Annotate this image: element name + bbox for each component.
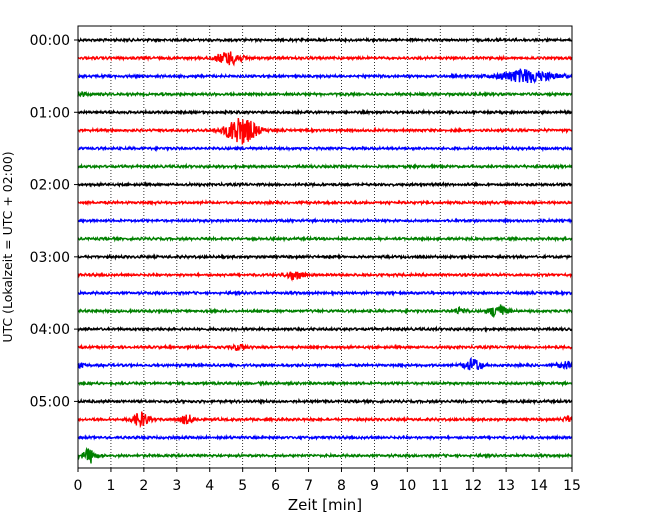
x-tick-label-8: 8 [337,478,346,494]
y-tick-label-03:00: 03:00 [30,250,70,266]
trace-18 [77,356,573,371]
x-tick-label-7: 7 [304,478,313,494]
trace-2 [77,68,573,85]
y-tick-label-05:00: 05:00 [30,394,70,410]
trace-10 [77,216,573,225]
trace-8 [77,180,573,189]
trace-13 [77,271,573,282]
trace-20 [77,397,573,406]
x-tick-label-4: 4 [205,478,214,494]
x-tick-label-6: 6 [271,478,280,494]
x-tick-label-3: 3 [172,478,181,494]
trace-14 [77,289,573,297]
trace-17 [77,343,573,352]
y-tick-label-00:00: 00:00 [30,33,70,49]
x-tick-label-9: 9 [370,478,379,494]
trace-9 [77,198,573,207]
trace-5 [77,117,573,145]
y-tick-label-04:00: 04:00 [30,322,70,338]
plot-frame [77,25,573,469]
trace-16 [77,325,573,333]
trace-23 [77,446,573,464]
y-axis-label: UTC (Lokalzeit = UTC + 02:00) [0,151,15,342]
x-tick-label-10: 10 [398,478,416,494]
trace-4 [77,108,573,116]
y-tick-label-02:00: 02:00 [30,178,70,194]
x-tick-label-1: 1 [106,478,115,494]
trace-22 [77,433,573,442]
trace-11 [77,235,573,243]
trace-19 [77,379,573,388]
trace-7 [77,162,573,171]
seismic-traces [77,36,573,464]
trace-0 [77,36,573,44]
plot-area [78,26,572,468]
trace-1 [77,51,573,67]
y-tick-label-01:00: 01:00 [30,105,70,121]
trace-6 [77,144,573,153]
trace-15 [77,304,573,319]
x-axis-ticks: 0 1 2 3 4 5 6 7 8 9 10 11 12 13 14 15 [74,468,581,494]
x-tick-label-14: 14 [530,478,548,494]
x-tick-label-0: 0 [74,478,83,494]
x-tick-label-11: 11 [431,478,449,494]
x-tick-label-12: 12 [464,478,482,494]
y-axis-ticks: 00:00 01:00 02:00 03:00 04:00 05:00 [30,33,78,410]
trace-3 [77,90,573,99]
x-tick-label-5: 5 [238,478,247,494]
x-tick-label-13: 13 [497,478,515,494]
x-tick-label-15: 15 [563,478,581,494]
trace-21 [77,411,573,429]
trace-12 [77,252,573,261]
x-axis-label: Zeit [min] [288,496,362,514]
x-tick-label-2: 2 [139,478,148,494]
